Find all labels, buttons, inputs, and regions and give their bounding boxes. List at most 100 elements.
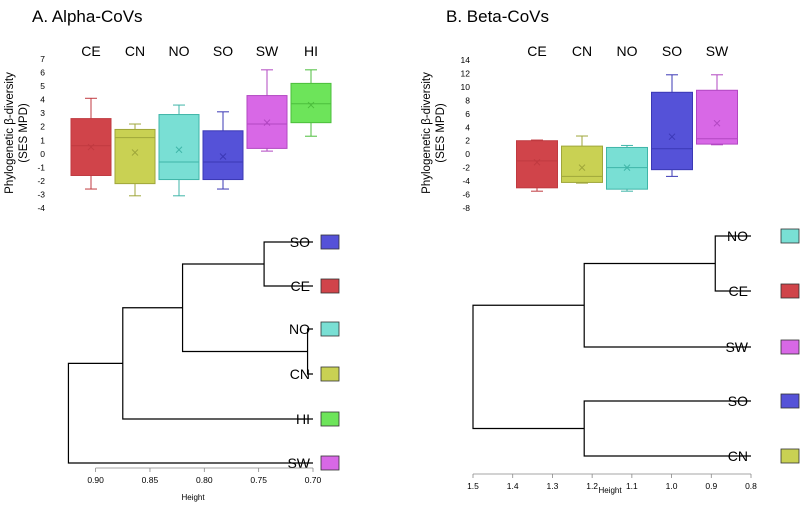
category-label-ce: CE [81,43,100,59]
box-so [651,74,693,177]
mean-marker-b [623,164,631,171]
y-tick-label: 5 [40,81,45,91]
height-tick-label: 0.80 [196,475,213,485]
category-label-so: SO [213,43,233,59]
y-tick-label: 2 [465,136,470,146]
box-iqr [290,82,332,124]
leaf-swatch-ce [780,283,800,299]
panel-a-ylabel-line1: Phylogenetic β-diversity [4,72,16,194]
box-iqr [561,145,603,183]
category-label-no: NO [617,43,638,59]
box-so [202,111,244,190]
dendrogram-branch [583,400,751,457]
box-ce [70,97,112,190]
height-tick-label: 1.0 [666,481,678,491]
box-cn [561,135,603,184]
box-ce [516,139,558,192]
dendrogram-branch [67,362,313,464]
category-label-ce: CE [527,43,546,59]
y-tick-label: 0 [465,149,470,159]
leaf-swatch-ce [320,278,340,294]
leaf-swatch-hi [320,411,340,427]
leaf-swatch-cn [780,448,800,464]
panel-a-boxplot: 7 6 5 4 3 2 1 0 -1 -2 -3 -4 CE CN NO SO SW HI [37,43,332,213]
box-cn [114,123,156,197]
y-tick-label: 10 [461,82,471,92]
y-tick-label: -8 [462,203,470,213]
y-tick-label: 7 [40,54,45,64]
category-label-no: NO [169,43,190,59]
height-tick-label: 0.75 [250,475,267,485]
leaf-swatch-sw [780,339,800,355]
height-tick-label: 1.2 [586,481,598,491]
height-tick-label: 1.4 [507,481,519,491]
box-iqr [696,89,738,145]
panel-b-boxplot: 14 12 10 8 6 4 2 0 -2 -4 -6 -8 CE CN NO SO SW [461,43,738,213]
mean-marker-b [87,143,95,151]
leaf-label-cn: CN [290,366,310,382]
y-tick-label: -3 [37,189,45,199]
panel-beta-covs: B. Beta-CoVs Phylogenetic β-diversity (S… [421,7,800,495]
box-no [606,144,648,192]
y-tick-label: 6 [465,109,470,119]
dendrogram-branch [122,307,313,420]
mean-marker-b [263,119,271,127]
mean-marker-b [175,146,183,154]
y-tick-label: 8 [465,95,470,105]
y-tick-label: 0 [40,149,45,159]
y-tick-label: -4 [462,176,470,186]
y-tick-label: 4 [40,95,45,105]
height-tick-label: 0.70 [305,475,322,485]
y-tick-label: -4 [37,203,45,213]
dendrogram-branch [472,304,585,430]
y-tick-label: 6 [40,68,45,78]
y-tick-label: 1 [40,135,45,145]
panel-b-ylabel-line1: Phylogenetic β-diversity [421,72,433,194]
box-sw [246,69,288,152]
leaf-swatch-so [780,393,800,409]
box-iqr [114,128,156,185]
y-tick-label: 12 [461,68,471,78]
height-tick-label: 1.5 [467,481,479,491]
leaf-swatch-so [320,234,340,250]
panel-a-ylabel-line2: (SES MPD) [18,103,30,163]
panel-b-ylabel-line2: (SES MPD) [435,103,447,163]
mean-marker-b [307,101,315,109]
height-tick-label: 0.8 [745,481,757,491]
category-label-cn: CN [125,43,145,59]
y-tick-label: -2 [37,176,45,186]
box-sw [696,74,738,146]
box-hi [290,69,332,137]
panel-b-title: B. Beta-CoVs [446,7,549,26]
box-no [158,104,200,197]
panel-a-title: A. Alpha-CoVs [32,7,143,26]
box-iqr [651,91,693,171]
panel-alpha-covs: A. Alpha-CoVs Phylogenetic β-diversity (… [4,7,340,502]
panel-a-height-label: Height [181,493,205,502]
mean-marker-b [713,119,721,127]
height-tick-label: 0.90 [87,475,104,485]
mean-marker-b [131,149,139,156]
height-tick-label: 0.85 [142,475,159,485]
box-iqr [202,130,244,181]
leaf-swatch-cn [320,366,340,382]
mean-marker-b [533,158,541,166]
mean-marker-b [578,164,586,171]
mean-marker-b [219,153,227,160]
leaf-swatch-sw [320,455,340,471]
dendrogram-branch [181,263,308,353]
y-tick-label: 3 [40,108,45,118]
box-iqr [516,140,558,189]
y-tick-label: -1 [37,162,45,172]
category-label-hi: HI [304,43,318,59]
y-tick-label: -2 [462,163,470,173]
y-tick-label: 14 [461,55,471,65]
category-label-sw: SW [256,43,279,59]
box-iqr [158,114,200,181]
dendrogram-branch [583,262,751,348]
y-tick-label: -6 [462,190,470,200]
category-label-so: SO [662,43,682,59]
